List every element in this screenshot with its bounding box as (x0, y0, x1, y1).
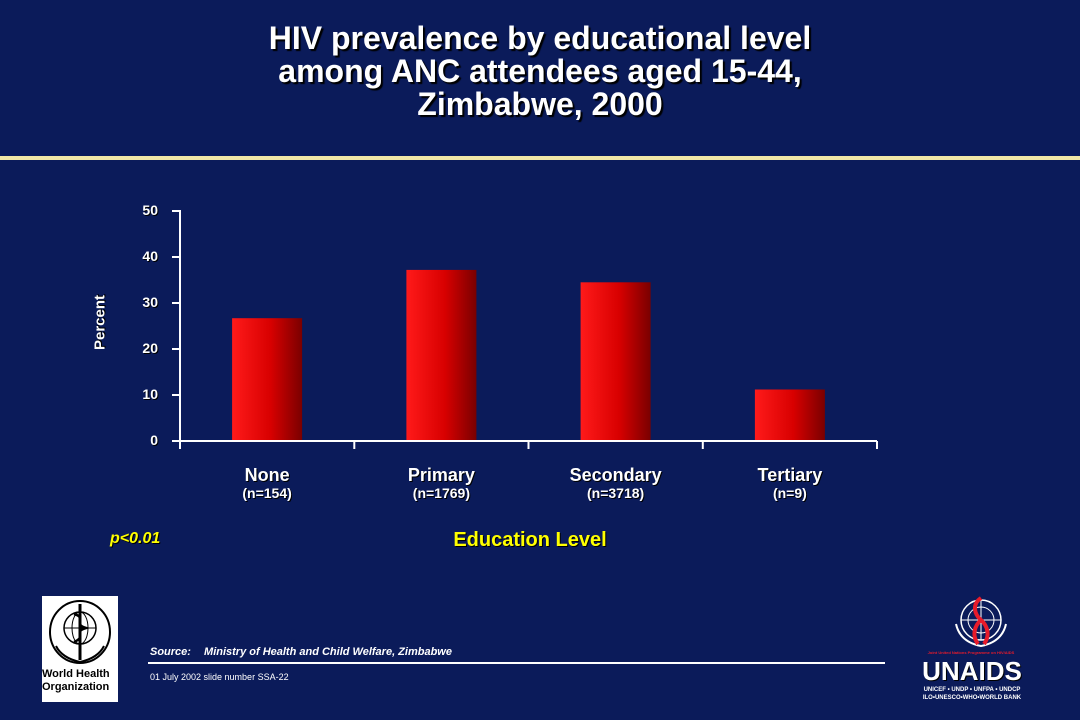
y-tick-label: 0 (150, 432, 158, 448)
category-name: Primary (407, 465, 475, 485)
x-axis-label: Education Level (453, 529, 607, 551)
y-tick-label: 30 (142, 294, 158, 310)
who-text-line-1: World Health (42, 668, 110, 680)
y-tick-label: 20 (142, 340, 158, 356)
source-citation: Source: Ministry of Health and Child Wel… (150, 646, 452, 658)
bar-none (232, 318, 303, 441)
bar-secondary (580, 282, 651, 441)
unaids-partners: UNICEF • UNDP • UNFPA • UNDCP ILO•UNESCO… (922, 686, 1022, 702)
title-line-1: HIV prevalence by educational level (268, 20, 812, 56)
category-count: (n=3718) (586, 485, 645, 501)
category-count: (n=154) (242, 485, 292, 501)
bar-tertiary (754, 389, 825, 441)
title-line-3: Zimbabwe, 2000 (417, 86, 663, 122)
who-wordmark: World Health Organization (42, 668, 118, 694)
category-label-tertiary: Tertiary (n=9) (705, 465, 875, 501)
category-name: Secondary (569, 465, 662, 485)
y-tick-marks (172, 210, 180, 442)
category-name: None (244, 465, 290, 485)
unaids-partners-line-2: ILO•UNESCO•WHO•WORLD BANK (922, 695, 1022, 701)
source-label: Source: (150, 646, 191, 658)
unaids-tagline: Joint United Nations Programme on HIV/AI… (927, 650, 1015, 655)
y-tick-label: 10 (142, 386, 158, 402)
title-line-2: among ANC attendees aged 15-44, (278, 53, 802, 89)
slide-title: HIV prevalence by educational level amon… (0, 22, 1080, 121)
category-count: (n=9) (772, 485, 807, 501)
footer-rule (148, 662, 885, 664)
unaids-wordmark: UNAIDS (922, 656, 1022, 686)
who-emblem-icon (49, 600, 111, 664)
title-underline (0, 156, 1080, 160)
bar-primary (406, 269, 477, 441)
category-count: (n=1769) (412, 485, 470, 501)
who-text-line-2: Organization (42, 681, 110, 693)
category-name: Tertiary (757, 465, 823, 485)
x-tick-marks (179, 441, 878, 449)
bars-group (232, 269, 825, 441)
unaids-partners-line-1: UNICEF • UNDP • UNFPA • UNDCP (923, 687, 1021, 693)
p-value-annotation: p<0.01 (110, 530, 161, 547)
slide-number: 01 July 2002 slide number SSA-22 (150, 672, 289, 682)
category-label-primary: Primary (n=1769) (356, 465, 526, 501)
category-label-none: None (n=154) (182, 465, 352, 501)
source-text: Ministry of Health and Child Welfare, Zi… (204, 646, 452, 658)
y-tick-label: 50 (142, 202, 158, 218)
category-label-secondary: Secondary (n=3718) (531, 465, 701, 501)
y-axis-label: Percent (91, 294, 109, 351)
un-emblem-icon (955, 596, 1007, 648)
y-tick-label: 40 (142, 248, 158, 264)
who-logo: World Health Organization (42, 596, 118, 702)
